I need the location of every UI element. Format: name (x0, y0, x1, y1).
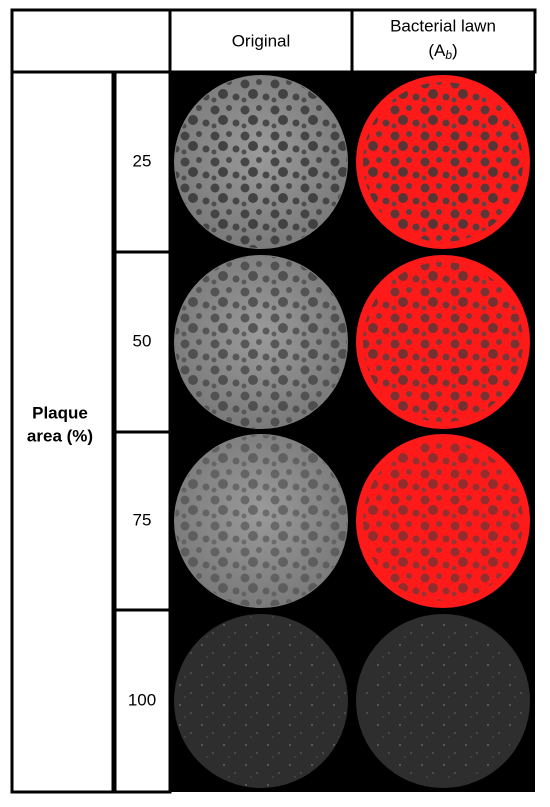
plate-texture (363, 441, 523, 601)
row-label: 100 (128, 690, 156, 709)
header-cell (168, 8, 354, 74)
row-header-cell (10, 70, 115, 794)
header-cell (350, 8, 537, 74)
symbol-open: (A (428, 41, 446, 60)
subscript: b (445, 48, 452, 62)
row-label-cell (113, 250, 172, 434)
plate-texture (175, 435, 347, 607)
row-header: Plaque (32, 403, 88, 422)
plate-texture (175, 256, 347, 428)
row-label: 25 (133, 151, 152, 170)
column-header: Original (232, 31, 291, 50)
row-header: area (%) (27, 426, 93, 445)
plate-texture (363, 262, 523, 422)
row-label-cell (113, 430, 172, 612)
row-label-cell (113, 70, 172, 254)
plate-texture (363, 621, 523, 781)
row-label: 75 (133, 510, 152, 529)
symbol-close: ) (452, 41, 458, 60)
row-label: 50 (133, 331, 152, 350)
plate-texture (363, 82, 523, 242)
plate-texture (175, 76, 347, 248)
column-header: Bacterial lawn (390, 16, 496, 35)
row-label-cell (113, 608, 172, 794)
column-header-symbol: (Ab) (428, 41, 457, 62)
rows: 25 50 75 100 (113, 70, 530, 794)
header-cell (10, 8, 172, 74)
plate-texture (175, 615, 347, 787)
